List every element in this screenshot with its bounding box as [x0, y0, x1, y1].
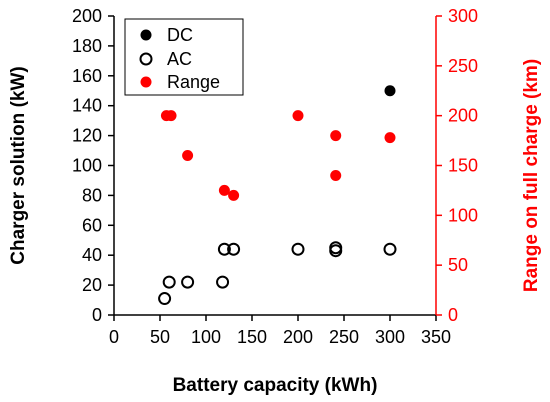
data-point-dc: [384, 85, 396, 97]
right-y-tick-label: 100: [448, 205, 478, 225]
data-point-ac: [383, 242, 397, 256]
data-points: [158, 85, 397, 306]
right-y-tick-label: 50: [448, 255, 468, 275]
legend-label-ac: AC: [167, 49, 192, 69]
right-y-tick-label: 200: [448, 106, 478, 126]
right-y-tick-label: 0: [448, 305, 458, 325]
legend-marker-range: [140, 76, 152, 88]
left-y-tick-label: 120: [72, 126, 102, 146]
left-y-tick-label: 160: [72, 66, 102, 86]
data-point-ac: [227, 242, 241, 256]
left-y-tick-label: 40: [82, 245, 102, 265]
right-y-tick-label: 150: [448, 156, 478, 176]
left-y-tick-label: 180: [72, 36, 102, 56]
data-point-range: [165, 110, 177, 122]
right-y-tick-label: 300: [448, 6, 478, 26]
left-y-tick-label: 60: [82, 215, 102, 235]
data-point-ac: [217, 242, 231, 256]
x-tick-label: 50: [150, 327, 170, 347]
data-point-range: [292, 110, 304, 122]
x-tick-label: 150: [237, 327, 267, 347]
data-point-range: [330, 130, 342, 142]
data-point-ac: [291, 242, 305, 256]
x-axis-title: Battery capacity (kWh): [173, 375, 378, 396]
x-tick-label: 200: [283, 327, 313, 347]
data-point-ac: [158, 292, 172, 306]
x-tick-label: 350: [421, 327, 451, 347]
left-y-tick-label: 0: [92, 305, 102, 325]
x-tick-label: 300: [375, 327, 405, 347]
x-tick-label: 250: [329, 327, 359, 347]
left-y-tick-label: 80: [82, 185, 102, 205]
left-y-tick-label: 100: [72, 156, 102, 176]
data-point-range: [182, 150, 194, 162]
legend-label-range: Range: [167, 72, 220, 92]
legend-marker-dc: [140, 29, 152, 41]
data-point-ac: [216, 275, 230, 289]
x-tick-label: 100: [191, 327, 221, 347]
left-y-tick-label: 20: [82, 275, 102, 295]
right-y-tick-label: 250: [448, 56, 478, 76]
data-point-ac: [329, 241, 343, 255]
legend-marker-ac: [139, 52, 153, 66]
legend: DC AC Range: [124, 18, 244, 96]
data-point-ac: [181, 275, 195, 289]
data-point-range: [228, 189, 240, 201]
data-point-range: [218, 184, 230, 196]
left-y-axis-title: Charger solution (kW): [8, 66, 29, 264]
right-y-axis-title: Range on full charge (km): [521, 59, 542, 292]
axis-ticks: 0 50 100 150 200 250 300 3500204060801001201401…: [72, 6, 478, 347]
data-point-ac: [162, 275, 176, 289]
legend-label-dc: DC: [167, 25, 193, 45]
x-tick-label: 0: [109, 327, 119, 347]
data-point-range: [330, 169, 342, 181]
left-y-tick-label: 140: [72, 96, 102, 116]
left-y-tick-label: 200: [72, 6, 102, 26]
data-point-range: [384, 132, 396, 144]
